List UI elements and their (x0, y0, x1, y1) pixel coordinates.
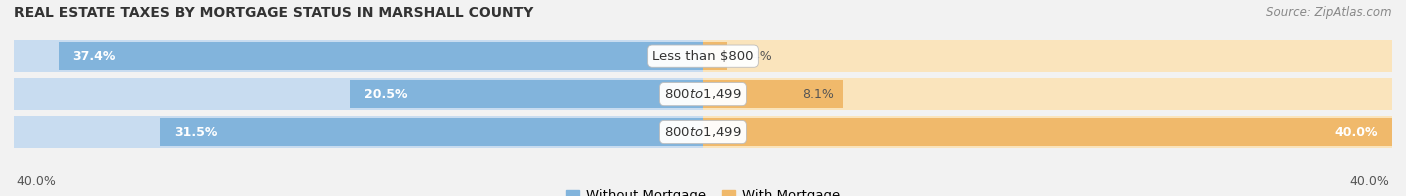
Bar (703, 80, 842, 108)
Bar (14, 78, 1392, 110)
Bar (703, 116, 1392, 148)
Bar (14, 116, 703, 148)
Text: 8.1%: 8.1% (801, 88, 834, 101)
Text: 40.0%: 40.0% (17, 175, 56, 188)
Bar (14, 40, 1392, 72)
Bar (59, 43, 703, 70)
Text: 31.5%: 31.5% (174, 125, 218, 139)
Text: 40.0%: 40.0% (1334, 125, 1378, 139)
Bar (703, 118, 1392, 146)
Text: Source: ZipAtlas.com: Source: ZipAtlas.com (1267, 6, 1392, 19)
Text: 37.4%: 37.4% (73, 50, 115, 63)
Text: $800 to $1,499: $800 to $1,499 (664, 87, 742, 101)
Text: Less than $800: Less than $800 (652, 50, 754, 63)
Bar (703, 40, 1392, 72)
Bar (160, 118, 703, 146)
Text: 1.4%: 1.4% (741, 50, 773, 63)
Bar (14, 78, 703, 110)
Bar (350, 80, 703, 108)
Legend: Without Mortgage, With Mortgage: Without Mortgage, With Mortgage (561, 184, 845, 196)
Bar (703, 43, 727, 70)
Text: REAL ESTATE TAXES BY MORTGAGE STATUS IN MARSHALL COUNTY: REAL ESTATE TAXES BY MORTGAGE STATUS IN … (14, 6, 533, 20)
Text: $800 to $1,499: $800 to $1,499 (664, 125, 742, 139)
Bar (14, 116, 1392, 148)
Bar (703, 78, 1392, 110)
Text: 40.0%: 40.0% (1350, 175, 1389, 188)
Text: 20.5%: 20.5% (364, 88, 408, 101)
Bar (14, 40, 703, 72)
